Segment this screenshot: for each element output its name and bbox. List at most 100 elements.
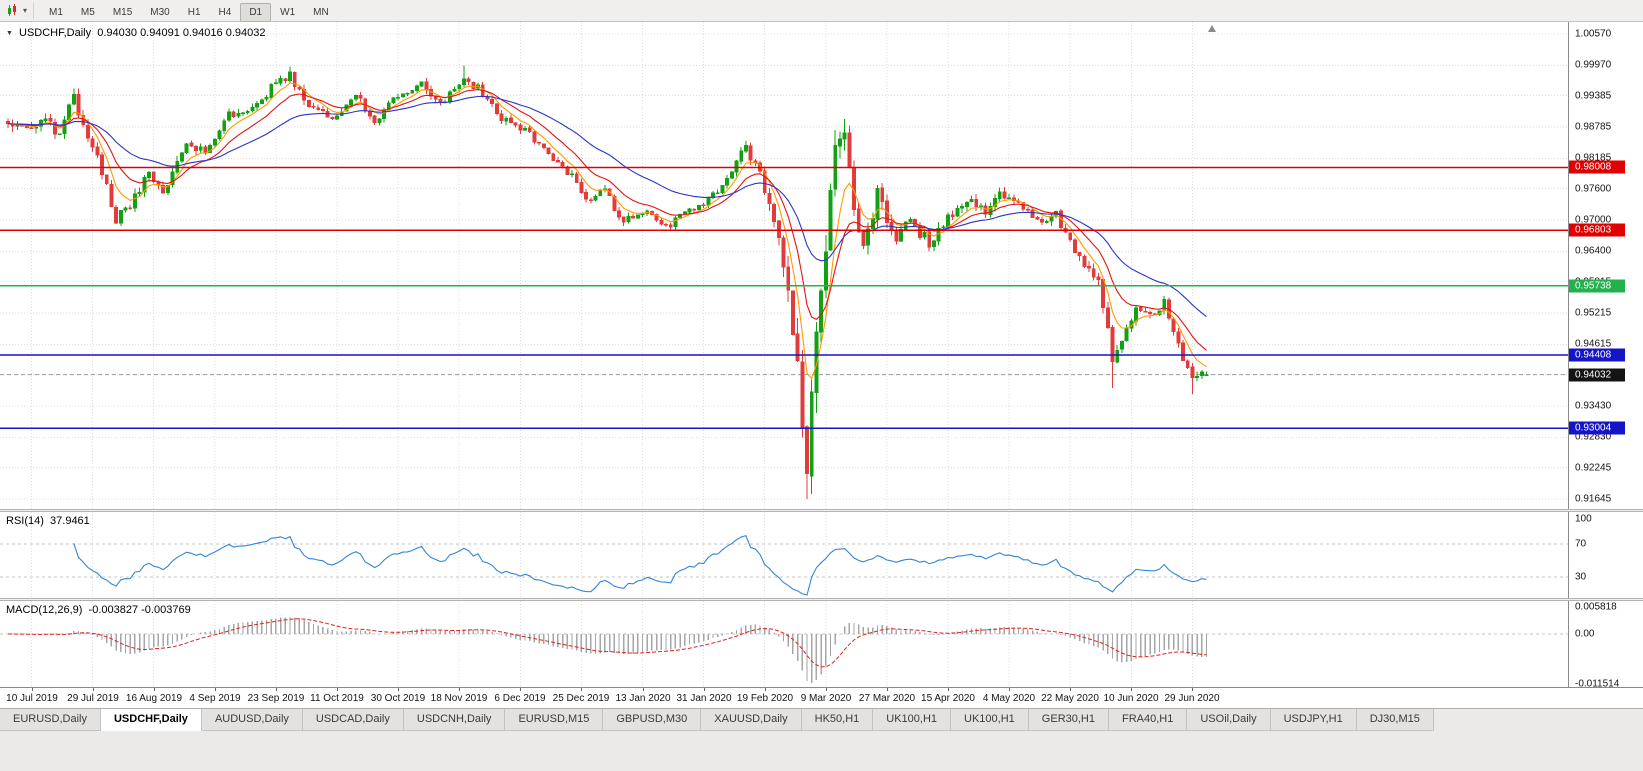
price-chart-canvas[interactable] — [0, 22, 1568, 509]
macd-axis-label: 0.00 — [1575, 628, 1595, 640]
date-axis-label: 16 Aug 2019 — [125, 693, 183, 704]
chart-tab-uk100-h1[interactable]: UK100,H1 — [951, 709, 1029, 731]
chart-tab-hk50-h1[interactable]: HK50,H1 — [801, 709, 874, 731]
timeframe-buttons: M1 M5 M15 M30 H1 H4 D1 W1 MN — [40, 2, 338, 22]
price-axis-label: 0.93430 — [1575, 400, 1612, 412]
price-axis-label: 0.91645 — [1575, 493, 1612, 505]
date-axis-label: 13 Jan 2020 — [615, 693, 671, 704]
macd-axis-label: 0.005818 — [1575, 601, 1617, 613]
chart-tab-eurusd-daily[interactable]: EURUSD,Daily — [0, 709, 101, 731]
chart-tab-eurusd-m15[interactable]: EURUSD,M15 — [505, 709, 604, 731]
price-axis-label: 0.92830 — [1575, 431, 1612, 443]
time-axis-tick — [948, 688, 949, 691]
date-axis-label: 6 Dec 2019 — [494, 693, 546, 704]
date-axis-label: 25 Dec 2019 — [552, 693, 610, 704]
timeframe-button-m1[interactable]: M1 — [49, 6, 63, 18]
rsi-axis-label: 70 — [1575, 538, 1587, 550]
time-axis-tick — [32, 688, 33, 691]
chart-type-dropdown[interactable]: ▾ — [4, 2, 35, 19]
timeframe-button-h1[interactable]: H1 — [187, 6, 201, 18]
time-axis-tick — [520, 688, 521, 691]
rsi-axis-label: 30 — [1575, 571, 1587, 583]
time-axis-tick — [765, 688, 766, 691]
price-axis-label: 0.97600 — [1575, 183, 1612, 195]
time-axis-tick — [93, 688, 94, 691]
price-axis-label: 0.99970 — [1575, 59, 1612, 71]
macd-name: MACD(12,26,9) — [6, 604, 83, 616]
time-axis-tick — [1131, 688, 1132, 691]
panel-separator[interactable] — [0, 598, 1643, 601]
time-axis-tick — [459, 688, 460, 691]
timeframe-button-m30[interactable]: M30 — [150, 6, 170, 18]
date-axis-label: 29 Jul 2019 — [67, 693, 119, 704]
date-axis-label: 10 Jul 2019 — [6, 693, 58, 704]
price-level-tag: 0.95738 — [1569, 279, 1625, 293]
chart-tab-bar: EURUSD,Daily USDCHF,Daily AUDUSD,Daily USDC… — [0, 708, 1643, 771]
chart-tab-usdcad-daily[interactable]: USDCAD,Daily — [302, 709, 404, 731]
moving-averages — [7, 82, 1207, 380]
time-axis-tick — [887, 688, 888, 691]
chart-tab-xauusd-daily[interactable]: XAUUSD,Daily — [701, 709, 802, 731]
time-axis-tick — [704, 688, 705, 691]
timeframe-button-mn[interactable]: MN — [313, 6, 329, 18]
chart-tab-gbpusd-m30[interactable]: GBPUSD,M30 — [603, 709, 702, 731]
price-level-tag: 0.93004 — [1569, 421, 1625, 435]
grid — [0, 601, 1568, 687]
rsi-value: 37.9461 — [50, 515, 90, 527]
moving-average-line — [7, 82, 1207, 380]
chart-tab-dj30-m15[interactable]: DJ30,M15 — [1356, 709, 1434, 731]
price-axis-label: 0.96400 — [1575, 245, 1612, 257]
chart-tab-usoil-daily[interactable]: USOil,Daily — [1187, 709, 1271, 731]
date-axis-label: 27 Mar 2020 — [858, 693, 916, 704]
macd-indicator-canvas[interactable] — [0, 601, 1568, 687]
date-axis-label: 29 Jun 2020 — [1164, 693, 1220, 704]
moving-average-line — [7, 95, 1207, 318]
chart-tab-usdchf-daily[interactable]: USDCHF,Daily — [100, 709, 202, 731]
time-axis-tick — [1009, 688, 1010, 691]
time-axis-tick — [1070, 688, 1071, 691]
candlestick-chart-icon — [8, 4, 16, 16]
timeframe-button-d1[interactable]: D1 — [240, 2, 272, 22]
price-axis-label: 0.99385 — [1575, 90, 1612, 102]
date-axis-label: 19 Feb 2020 — [736, 693, 794, 704]
price-axis-label: 0.94615 — [1575, 338, 1612, 350]
timeframe-button-m15[interactable]: M15 — [112, 6, 133, 18]
time-axis-tick — [826, 688, 827, 691]
date-axis-label: 30 Oct 2019 — [370, 693, 426, 704]
date-axis-label: 10 Jun 2020 — [1103, 693, 1159, 704]
chevron-down-icon: ▾ — [23, 5, 28, 15]
macd-axis-label: -0.011514 — [1575, 678, 1620, 690]
time-axis-tick — [154, 688, 155, 691]
symbol-label: USDCHF,Daily — [19, 27, 92, 39]
macd-label: MACD(12,26,9) -0.003827 -0.003769 — [6, 604, 191, 616]
chart-tab-usdcnh-daily[interactable]: USDCNH,Daily — [403, 709, 506, 731]
chart-shift-marker-icon — [1208, 25, 1216, 32]
ohlc-label: 0.94030 0.94091 0.94016 0.94032 — [97, 27, 266, 39]
support-resistance-lines — [0, 166, 1568, 429]
chart-tab-fra40-h1[interactable]: FRA40,H1 — [1109, 709, 1188, 731]
symbol-marker-icon: ▼ — [6, 30, 13, 37]
chart-tab-audusd-daily[interactable]: AUDUSD,Daily — [201, 709, 303, 731]
timeframe-button-w1[interactable]: W1 — [280, 6, 296, 18]
rsi-axis-label: 100 — [1575, 513, 1592, 525]
date-axis-label: 9 Mar 2020 — [800, 693, 852, 704]
price-axis[interactable]: 1.00570 0.99970 0.99385 0.98785 0.98185 0.976… — [1568, 22, 1643, 690]
timeframe-button-h4[interactable]: H4 — [218, 6, 232, 18]
price-axis-label: 0.95215 — [1575, 307, 1612, 319]
time-axis-tick — [1192, 688, 1193, 691]
macd-histogram — [11, 616, 1208, 684]
time-axis-tick — [215, 688, 216, 691]
rsi-indicator-canvas[interactable] — [0, 512, 1568, 598]
chart-tab-uk100-h1[interactable]: UK100,H1 — [873, 709, 952, 731]
date-axis-label: 23 Sep 2019 — [247, 693, 305, 704]
time-axis-tick — [581, 688, 582, 691]
timeframe-button-m5[interactable]: M5 — [80, 6, 95, 18]
time-axis-tick — [276, 688, 277, 691]
chart-tab-ger30-h1[interactable]: GER30,H1 — [1028, 709, 1109, 731]
chart-tab-usdjpy-h1[interactable]: USDJPY,H1 — [1270, 709, 1357, 731]
time-axis[interactable]: 10 Jul 2019 29 Jul 2019 16 Aug 2019 4 Sep 2… — [0, 687, 1643, 708]
time-axis-tick — [398, 688, 399, 691]
price-axis-label: 0.98785 — [1575, 121, 1612, 133]
panel-separator[interactable] — [0, 509, 1643, 512]
